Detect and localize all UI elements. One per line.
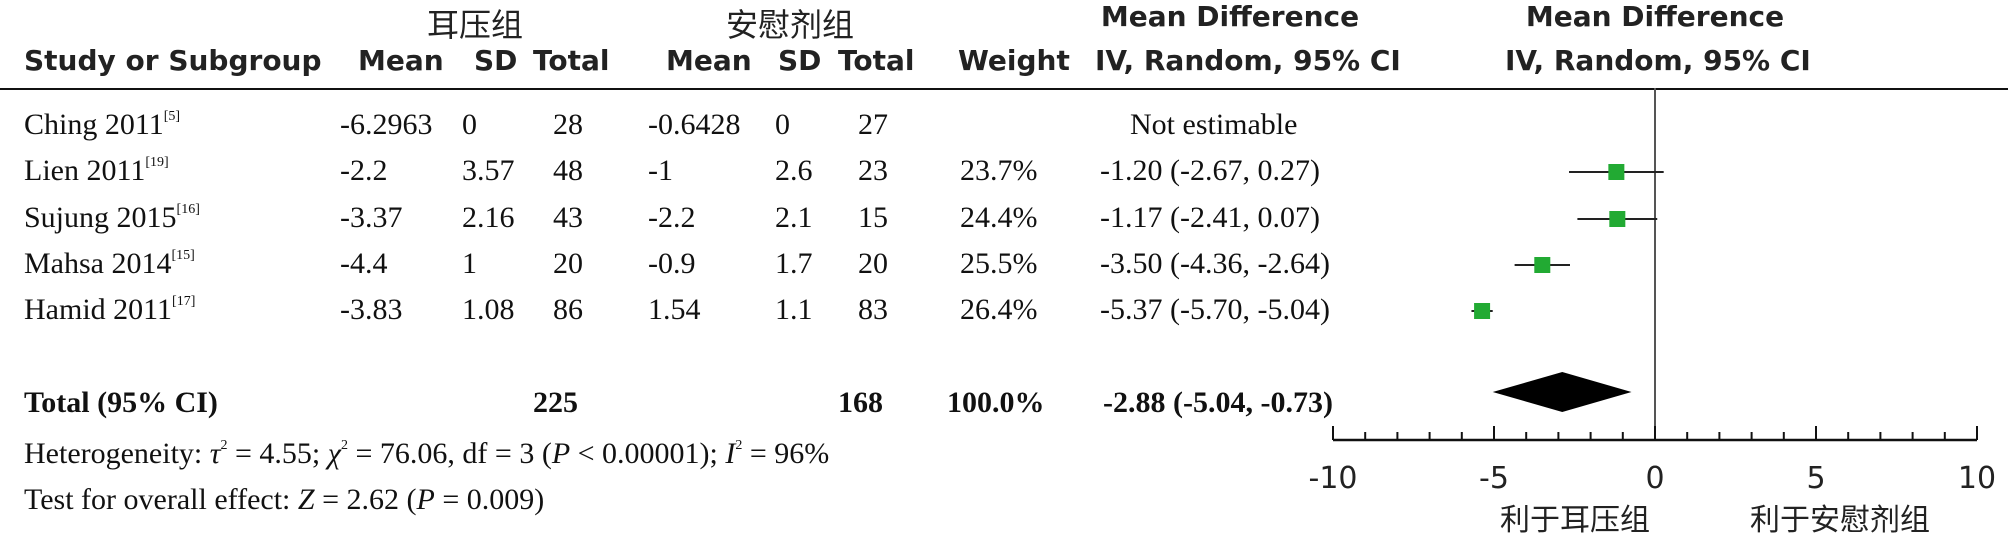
table-cell: 25.5% [960,247,1038,280]
table-cell: 1 [462,247,477,280]
table-cell: 20 [858,247,888,280]
table-cell: 3.57 [462,154,515,187]
table-cell: 1.1 [775,293,813,326]
table-cell: 2.6 [775,154,813,187]
total-n2: 168 [838,386,883,419]
pooled-diamond [1492,372,1632,412]
table-cell: 24.4% [960,201,1038,234]
plot-md-title: Mean Difference [1525,0,1785,33]
effect-marker [1474,303,1491,319]
total1-header: Total [533,44,610,77]
effect-marker [1534,257,1551,273]
group2-header: 安慰剂组 [725,6,854,44]
plot-method-header: IV, Random, 95% CI [1505,44,1811,77]
overall-effect-test: Test for overall effect: Z = 2.62 (P = 0… [24,483,545,516]
table-cell: -0.6428 [648,108,741,141]
total2-header: Total [838,44,915,77]
table-cell: 1.54 [648,293,701,326]
study-name: Ching 2011[5] [24,108,181,141]
table-cell: -2.2 [340,154,388,187]
table-cell: 48 [553,154,583,187]
table-cell: -3.83 [340,293,403,326]
table-cell: -5.37 (-5.70, -5.04) [1100,293,1330,326]
effect-marker [1608,164,1625,180]
table-cell: 23.7% [960,154,1038,187]
sd1-header: SD [474,44,518,77]
table-cell: 0 [775,108,790,141]
table-cell: -0.9 [648,247,696,280]
table-cell: 1.08 [462,293,515,326]
mean1-header: Mean [358,44,444,77]
method-header: IV, Random, 95% CI [1095,44,1401,77]
study-name: Sujung 2015[16] [24,201,200,234]
table-cell: -4.4 [340,247,388,280]
study-name: Hamid 2011[17] [24,293,196,326]
x-axis-tick-label: -10 [1309,461,1358,496]
total-label: Total (95% CI) [24,386,218,419]
heterogeneity-stats: Heterogeneity: τ2 = 4.55; χ2 = 76.06, df… [24,437,830,470]
table-cell: Not estimable [1130,108,1298,141]
table-cell: 86 [553,293,583,326]
table-cell: 1.7 [775,247,813,280]
sd2-header: SD [778,44,822,77]
weight-header: Weight [958,44,1070,77]
header-divider [0,88,2008,90]
total-weight: 100.0% [947,386,1045,419]
md-title: Mean Difference [1100,0,1360,33]
study-name: Lien 2011[19] [24,154,169,187]
favours-left-label: 利于耳压组 [1500,503,1650,538]
table-cell: 23 [858,154,888,187]
table-cell: 27 [858,108,888,141]
table-cell: 28 [553,108,583,141]
group1-header: 耳压组 [426,6,523,44]
table-cell: -1.20 (-2.67, 0.27) [1100,154,1320,187]
x-axis-tick-label: -5 [1479,461,1509,496]
table-cell: -1.17 (-2.41, 0.07) [1100,201,1320,234]
study-column-header: Study or Subgroup [24,44,322,77]
table-cell: 2.1 [775,201,813,234]
table-cell: 0 [462,108,477,141]
total-ci: -2.88 (-5.04, -0.73) [1103,386,1333,419]
mean2-header: Mean [666,44,752,77]
total-n1: 225 [533,386,578,419]
table-cell: 43 [553,201,583,234]
study-name: Mahsa 2014[15] [24,247,195,280]
table-cell: 15 [858,201,888,234]
table-cell: -1 [648,154,673,187]
table-cell: 2.16 [462,201,515,234]
table-cell: -3.50 (-4.36, -2.64) [1100,247,1330,280]
favours-right-label: 利于安慰剂组 [1750,503,1930,538]
table-cell: 83 [858,293,888,326]
x-axis-tick-label: 0 [1645,461,1664,496]
effect-marker [1609,211,1626,227]
table-cell: -6.2963 [340,108,433,141]
table-cell: 26.4% [960,293,1038,326]
table-cell: -3.37 [340,201,403,234]
table-cell: -2.2 [648,201,696,234]
x-axis-tick-label: 5 [1806,461,1825,496]
x-axis-tick-label: 10 [1958,461,1996,496]
table-cell: 20 [553,247,583,280]
